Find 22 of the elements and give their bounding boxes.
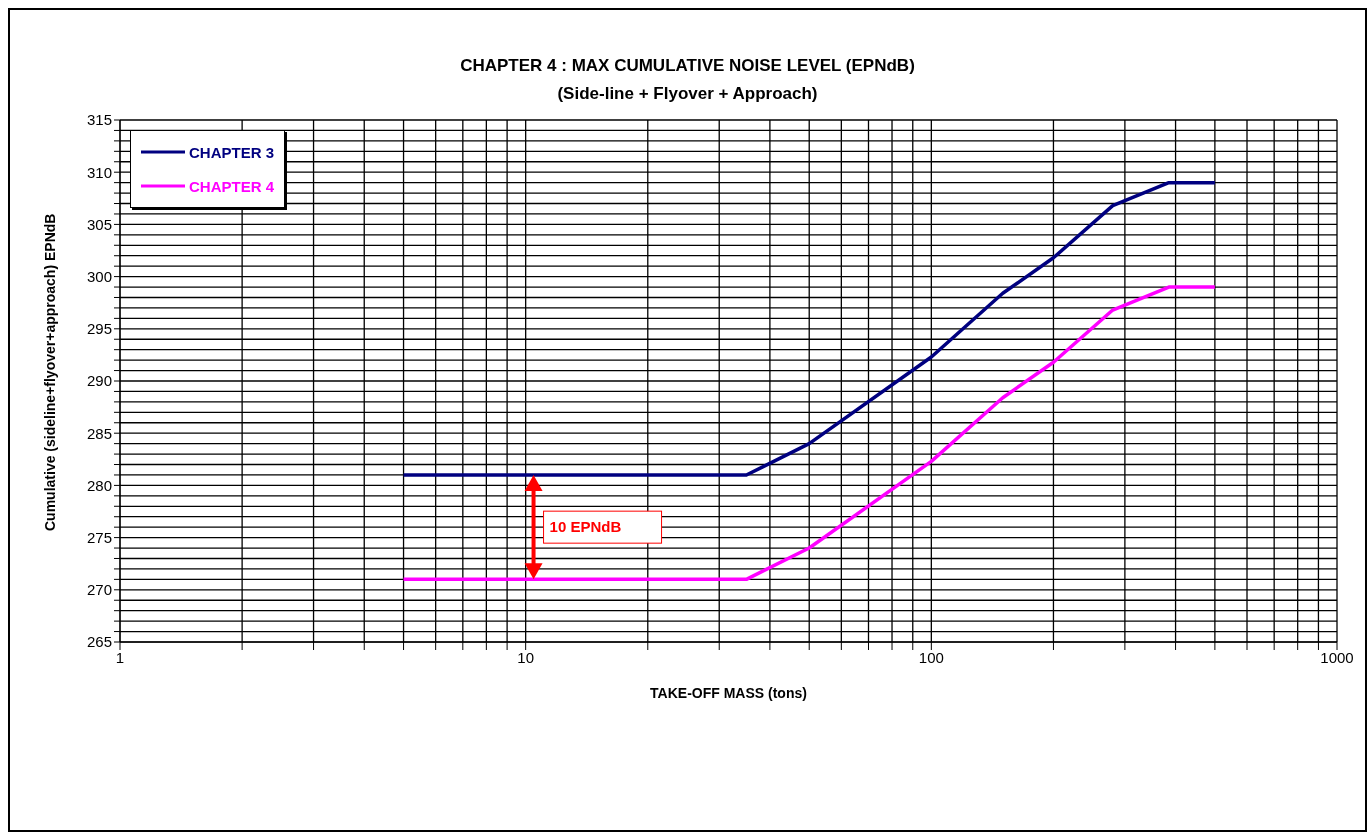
y-tick-label: 280 <box>86 476 112 494</box>
x-tick-label: 10 <box>517 648 535 666</box>
y-tick-label: 300 <box>86 267 112 285</box>
y-tick-label: 270 <box>86 581 112 599</box>
x-axis-title: TAKE-OFF MASS (tons) <box>650 685 807 701</box>
x-tick-label: 1000 <box>1320 648 1354 666</box>
y-tick-label: 265 <box>86 633 112 651</box>
y-axis-title: Cumulative (sideline+flyover+approach) EPNdB <box>41 213 58 531</box>
annotation: 10 EPNdB <box>549 518 622 536</box>
y-tick-label: 290 <box>86 372 112 390</box>
legend-label: CHAPTER 4 <box>189 177 275 195</box>
y-tick-label: 295 <box>86 320 112 338</box>
x-tick-label: 100 <box>918 648 944 666</box>
chart-title: CHAPTER 4 : MAX CUMULATIVE NOISE LEVEL (EPNdB) <box>459 55 916 77</box>
y-tick-label: 315 <box>86 111 112 129</box>
y-tick-label: 285 <box>86 424 112 442</box>
x-tick-label: 1 <box>115 648 125 666</box>
y-tick-label: 310 <box>86 163 112 181</box>
legend-label: CHAPTER 3 <box>189 143 275 161</box>
y-tick-label: 275 <box>86 528 112 546</box>
y-tick-label: 305 <box>86 215 112 233</box>
chart-subtitle: (Side-line + Flyover + Approach) <box>556 83 819 105</box>
